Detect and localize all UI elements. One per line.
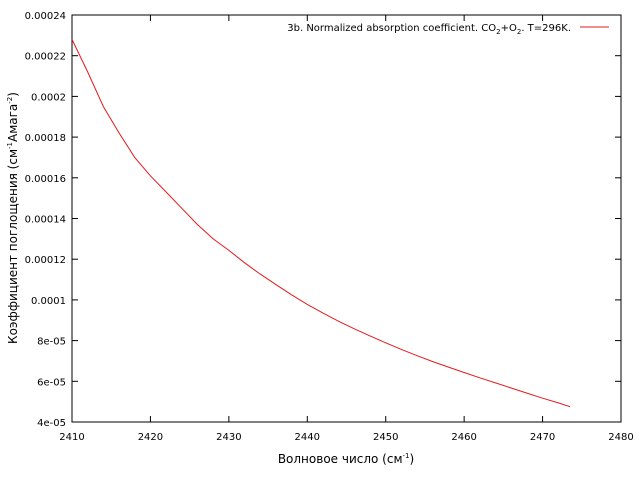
y-tick-label: 4e-05 bbox=[37, 418, 66, 429]
x-tick-label: 2430 bbox=[216, 432, 241, 443]
y-tick-label: 0.0002 bbox=[31, 92, 66, 103]
x-tick-label: 2480 bbox=[608, 432, 633, 443]
y-tick-label: 8e-05 bbox=[37, 337, 66, 348]
y-tick-label: 0.00018 bbox=[25, 133, 66, 144]
y-tick-labels: 4e-05 6e-05 8e-05 0.0001 0.00012 0.00014 0.000… bbox=[25, 11, 66, 429]
axis-ticks bbox=[71, 14, 622, 423]
x-tick-label: 2410 bbox=[59, 432, 84, 443]
legend-label: 3b. Normalized absorption coefficient. C… bbox=[287, 23, 571, 36]
y-axis-title: Коэффициент поглощения (см-1Амага-2) bbox=[6, 92, 20, 344]
y-tick-label: 0.00022 bbox=[25, 52, 66, 63]
x-tick-label: 2470 bbox=[530, 432, 555, 443]
plot-frame bbox=[71, 14, 622, 423]
legend: 3b. Normalized absorption coefficient. C… bbox=[287, 23, 609, 36]
x-axis-title: Волновое число (см-1) bbox=[278, 452, 414, 466]
y-tick-label: 0.00024 bbox=[25, 11, 66, 22]
x-tick-label: 2450 bbox=[373, 432, 398, 443]
y-tick-label: 0.0001 bbox=[31, 296, 66, 307]
y-tick-label: 6e-05 bbox=[37, 377, 66, 388]
y-tick-label: 0.00014 bbox=[25, 215, 66, 226]
x-tick-label: 2440 bbox=[295, 432, 320, 443]
x-tick-label: 2420 bbox=[138, 432, 163, 443]
series-line-co2-o2 bbox=[71, 39, 571, 408]
x-tick-label: 2460 bbox=[451, 432, 476, 443]
y-tick-label: 0.00016 bbox=[25, 174, 66, 185]
y-tick-label: 0.00012 bbox=[25, 255, 66, 266]
x-tick-labels: 2410 2420 2430 2440 2450 2460 2470 2480 bbox=[59, 432, 633, 443]
